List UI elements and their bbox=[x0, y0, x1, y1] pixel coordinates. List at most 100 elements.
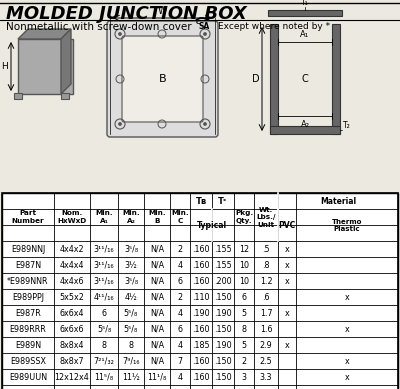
Text: 2: 2 bbox=[178, 245, 182, 254]
Text: Part
Number: Part Number bbox=[12, 210, 44, 224]
Bar bbox=[332, 24, 340, 134]
Text: E989N: E989N bbox=[15, 340, 41, 349]
Text: E989RRR: E989RRR bbox=[10, 324, 46, 333]
Text: N/A: N/A bbox=[150, 293, 164, 301]
Text: x: x bbox=[345, 324, 349, 333]
Circle shape bbox=[204, 33, 206, 35]
Text: *E989NNR: *E989NNR bbox=[7, 277, 49, 286]
Text: .190: .190 bbox=[214, 340, 232, 349]
Text: E989UUN: E989UUN bbox=[9, 373, 47, 382]
Text: N/A: N/A bbox=[150, 308, 164, 317]
Text: 5⁵/₈: 5⁵/₈ bbox=[97, 324, 111, 333]
Text: x: x bbox=[285, 277, 289, 286]
Text: N/A: N/A bbox=[150, 277, 164, 286]
Text: .160: .160 bbox=[192, 245, 210, 254]
Polygon shape bbox=[18, 29, 71, 39]
Circle shape bbox=[118, 123, 122, 126]
Text: 4½: 4½ bbox=[125, 293, 137, 301]
Text: 5⁵/₈: 5⁵/₈ bbox=[124, 324, 138, 333]
Text: 8x8x4: 8x8x4 bbox=[60, 340, 84, 349]
Bar bbox=[61, 93, 69, 99]
Text: Nom.
HxWxD: Nom. HxWxD bbox=[57, 210, 87, 224]
Text: W: W bbox=[158, 6, 167, 16]
Text: .160: .160 bbox=[192, 261, 210, 270]
Text: Wt.
Lbs./
Unit: Wt. Lbs./ Unit bbox=[256, 207, 276, 228]
Text: A₁: A₁ bbox=[300, 30, 310, 39]
Text: C: C bbox=[196, 19, 200, 25]
Text: Min.
A₁: Min. A₁ bbox=[95, 210, 113, 224]
Text: 2: 2 bbox=[242, 356, 246, 366]
Text: 4: 4 bbox=[178, 340, 182, 349]
Text: B: B bbox=[159, 74, 166, 84]
Text: Except where noted by *: Except where noted by * bbox=[218, 22, 330, 31]
Text: 7: 7 bbox=[178, 356, 182, 366]
Bar bbox=[2, 193, 398, 389]
Text: 8x8x7: 8x8x7 bbox=[60, 356, 84, 366]
Text: 6x6x4: 6x6x4 bbox=[60, 308, 84, 317]
Text: .190: .190 bbox=[214, 308, 232, 317]
Text: 2.5: 2.5 bbox=[260, 356, 272, 366]
Text: 4¹¹/₁₆: 4¹¹/₁₆ bbox=[94, 293, 114, 301]
Text: A₂: A₂ bbox=[300, 120, 310, 129]
Text: .150: .150 bbox=[214, 356, 232, 366]
Text: Typical: Typical bbox=[197, 221, 227, 230]
Text: PVC: PVC bbox=[278, 221, 296, 230]
Text: 12: 12 bbox=[239, 245, 249, 254]
Text: 1.7: 1.7 bbox=[260, 308, 272, 317]
Text: 11¹/₈: 11¹/₈ bbox=[147, 373, 167, 382]
Text: 4x4x4: 4x4x4 bbox=[60, 261, 84, 270]
Text: x: x bbox=[345, 293, 349, 301]
Text: N/A: N/A bbox=[150, 356, 164, 366]
Bar bbox=[14, 93, 22, 99]
Text: 4: 4 bbox=[178, 373, 182, 382]
Text: N/A: N/A bbox=[150, 324, 164, 333]
Text: x: x bbox=[285, 340, 289, 349]
Text: .160: .160 bbox=[192, 356, 210, 366]
Text: .155: .155 bbox=[214, 261, 232, 270]
Text: 11½: 11½ bbox=[122, 373, 140, 382]
Text: T₁: T₁ bbox=[301, 0, 309, 7]
Text: 4x4x6: 4x4x6 bbox=[60, 277, 84, 286]
Text: 3.3: 3.3 bbox=[260, 373, 272, 382]
Text: Nonmetallic with screw-down cover: Nonmetallic with screw-down cover bbox=[6, 22, 192, 32]
Text: 6: 6 bbox=[242, 293, 246, 301]
Text: 3⁵/₈: 3⁵/₈ bbox=[124, 277, 138, 286]
Text: Min.
C: Min. C bbox=[171, 210, 189, 224]
Text: 5: 5 bbox=[242, 308, 246, 317]
Text: Tᶜ: Tᶜ bbox=[218, 196, 228, 205]
Text: .6: .6 bbox=[262, 293, 270, 301]
Bar bbox=[270, 126, 340, 134]
Bar bbox=[2, 193, 398, 389]
Text: Tʙ: Tʙ bbox=[195, 196, 207, 205]
Text: .150: .150 bbox=[214, 324, 232, 333]
Text: T₂: T₂ bbox=[343, 121, 351, 130]
Text: E987N: E987N bbox=[15, 261, 41, 270]
Text: E987R: E987R bbox=[15, 308, 41, 317]
Text: 5: 5 bbox=[242, 340, 246, 349]
Text: 10: 10 bbox=[239, 261, 249, 270]
Text: 7⁹/₁₆: 7⁹/₁₆ bbox=[122, 356, 140, 366]
Text: Min.
B: Min. B bbox=[148, 210, 166, 224]
Text: x: x bbox=[285, 261, 289, 270]
Text: 4: 4 bbox=[178, 308, 182, 317]
Text: H: H bbox=[1, 62, 8, 71]
Text: E989NNJ: E989NNJ bbox=[11, 245, 45, 254]
Text: x: x bbox=[285, 245, 289, 254]
Circle shape bbox=[118, 33, 122, 35]
Text: .160: .160 bbox=[192, 373, 210, 382]
Text: 10: 10 bbox=[239, 277, 249, 286]
Text: 8: 8 bbox=[102, 340, 106, 349]
Text: 1.6: 1.6 bbox=[260, 324, 272, 333]
Text: .150: .150 bbox=[214, 293, 232, 301]
Text: SA: SA bbox=[198, 21, 210, 30]
Text: 5x5x2: 5x5x2 bbox=[60, 293, 84, 301]
Text: Thermo
Plastic: Thermo Plastic bbox=[332, 219, 362, 231]
Text: x: x bbox=[285, 308, 289, 317]
Text: 6: 6 bbox=[102, 308, 106, 317]
Text: .185: .185 bbox=[192, 340, 210, 349]
Text: D: D bbox=[252, 74, 260, 84]
Text: E989PPJ: E989PPJ bbox=[12, 293, 44, 301]
Text: .190: .190 bbox=[192, 308, 210, 317]
Text: .160: .160 bbox=[192, 324, 210, 333]
Polygon shape bbox=[61, 29, 71, 94]
